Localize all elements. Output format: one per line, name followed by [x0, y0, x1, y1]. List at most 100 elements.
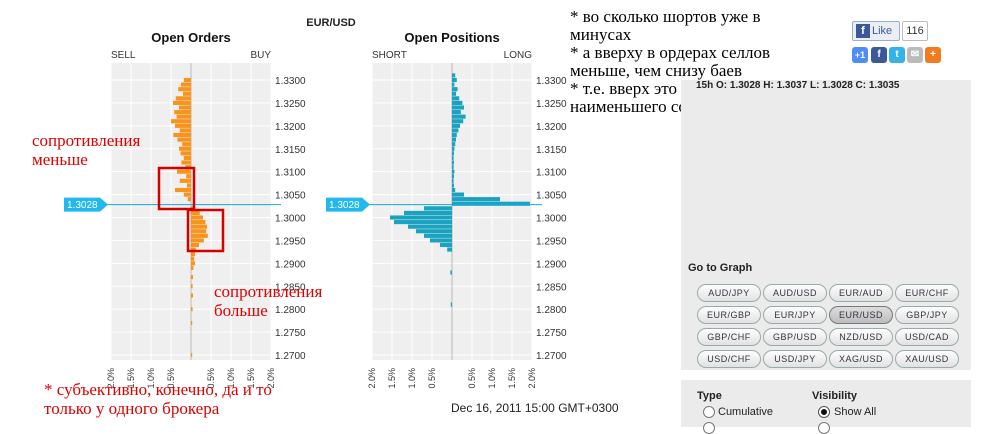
facebook-share-icon[interactable]: f: [871, 47, 887, 63]
open-positions-bar: [424, 206, 452, 211]
open-positions-x-tick: 0.5%: [427, 368, 437, 389]
open-orders-bar: [173, 100, 191, 105]
open-positions-bar: [452, 82, 455, 87]
pair-button-eur-gbp[interactable]: EUR/GBP: [697, 306, 761, 324]
pair-button-usd-jpy[interactable]: USD/JPY: [763, 350, 827, 368]
pair-button-aud-usd[interactable]: AUD/USD: [763, 284, 827, 302]
open-orders-title: Open Orders: [151, 30, 230, 45]
open-orders-bar: [177, 137, 191, 142]
type-label: Type: [697, 390, 722, 402]
open-positions-bar: [404, 210, 452, 215]
open-positions-bar: [452, 155, 454, 160]
show-all-radio[interactable]: [818, 406, 830, 418]
open-positions-bar: [440, 242, 452, 248]
open-positions-bar: [452, 151, 454, 156]
pair-button-eur-chf[interactable]: EUR/CHF: [895, 284, 959, 302]
open-orders-bar: [187, 197, 191, 202]
facebook-like-button[interactable]: f Like: [852, 21, 900, 41]
pair-button-gbp-chf[interactable]: GBP/CHF: [697, 328, 761, 346]
pair-button-gbp-jpy[interactable]: GBP/JPY: [895, 306, 959, 324]
open-positions-bar: [452, 87, 458, 92]
open-positions-x-tick: 0.5%: [467, 368, 477, 389]
open-positions-bar: [452, 128, 459, 133]
open-orders-bar: [183, 155, 191, 160]
pair-label: EUR/USD: [306, 17, 356, 29]
open-positions-price-tick: 1.2950: [536, 236, 567, 247]
open-positions-price-tick: 1.2750: [536, 328, 567, 339]
open-orders-bar: [183, 91, 191, 96]
open-orders-bar: [191, 252, 195, 257]
open-orders-current-price-marker: [64, 197, 108, 212]
open-orders-bar: [173, 132, 191, 138]
open-orders-bar: [183, 192, 191, 197]
cumulative-radio[interactable]: [703, 406, 715, 418]
open-orders-bar: [186, 174, 191, 179]
open-positions-current-price-marker: [326, 197, 370, 212]
open-orders-price-tick: 1.2850: [275, 282, 306, 293]
pair-button-xag-usd[interactable]: XAG/USD: [829, 350, 893, 368]
open-positions-group: Open Positions SHORT LONG 1.3300 1.3250 1.320…: [326, 30, 567, 389]
open-positions-price-tick: 1.2700: [536, 351, 567, 362]
open-orders-current-price-label: 1.3028: [67, 200, 98, 211]
open-orders-bar: [191, 242, 199, 248]
open-orders-bar: [191, 210, 200, 215]
open-positions-bar: [416, 229, 452, 234]
open-orders-price-tick: 1.3300: [275, 76, 306, 87]
open-positions-title: Open Positions: [404, 30, 499, 45]
open-orders-x-tick: 1.0%: [146, 368, 156, 389]
open-positions-price-tick: 1.3150: [536, 145, 567, 156]
open-orders-bar: [191, 293, 193, 298]
open-positions-price-tick: 1.3250: [536, 99, 567, 110]
pair-button-eur-usd[interactable]: EUR/USD: [829, 306, 893, 324]
open-positions-price-tick: 1.2900: [536, 259, 567, 270]
annotation-bottom: * субъективно, конечно, да и то только у…: [44, 380, 272, 418]
go-to-graph-title: Go to Graph: [688, 262, 753, 274]
controls-panel: [681, 380, 971, 427]
open-orders-price-tick: 1.3000: [275, 214, 306, 225]
open-positions-price-tick: 1.2850: [536, 282, 567, 293]
open-positions-price-tick: 1.3050: [536, 191, 567, 202]
share-more-icon[interactable]: +: [925, 47, 941, 63]
pair-button-xau-usd[interactable]: XAU/USD: [895, 350, 959, 368]
open-positions-bar: [452, 137, 456, 142]
open-orders-bar: [180, 151, 191, 156]
pair-button-gbp-usd[interactable]: GBP/USD: [763, 328, 827, 346]
open-positions-bar: [390, 215, 452, 220]
twitter-icon[interactable]: t: [889, 47, 905, 63]
open-orders-bar: [191, 238, 204, 243]
open-positions-bar: [452, 73, 456, 78]
open-positions-bar: [452, 105, 464, 110]
open-orders-price-tick: 1.3150: [275, 145, 306, 156]
visibility-radio-2[interactable]: [818, 422, 830, 434]
open-positions-bar: [452, 132, 457, 138]
open-positions-bar: [450, 270, 452, 275]
open-orders-bar: [179, 146, 191, 151]
open-orders-bar: [175, 187, 191, 193]
open-orders-bar: [191, 307, 193, 312]
pair-button-aud-jpy[interactable]: AUD/JPY: [697, 284, 761, 302]
side-panel: [681, 80, 971, 370]
open-orders-bar: [191, 284, 193, 289]
open-positions-bar: [452, 187, 456, 193]
open-orders-bar: [191, 265, 194, 270]
open-positions-bar: [452, 178, 454, 183]
pair-button-nzd-usd[interactable]: NZD/USD: [829, 328, 893, 346]
google-plus-one-button[interactable]: +1: [852, 47, 868, 63]
open-orders-bar: [177, 169, 191, 174]
open-positions-price-tick: 1.2800: [536, 305, 567, 316]
open-positions-bar: [452, 169, 455, 174]
open-orders-bar: [191, 224, 207, 229]
open-orders-left-label: SELL: [111, 50, 136, 61]
open-orders-price-tick: 1.2950: [275, 236, 306, 247]
open-positions-bar: [452, 123, 460, 128]
pair-button-eur-jpy[interactable]: EUR/JPY: [763, 306, 827, 324]
open-orders-x-tick: 2.0%: [266, 368, 276, 389]
open-positions-bar: [452, 146, 455, 151]
email-icon[interactable]: ✉: [907, 47, 923, 63]
open-orders-bar: [179, 105, 191, 110]
pair-button-usd-cad[interactable]: USD/CAD: [895, 328, 959, 346]
pair-button-eur-aud[interactable]: EUR/AUD: [829, 284, 893, 302]
type-radio-2[interactable]: [703, 422, 715, 434]
pair-button-usd-chf[interactable]: USD/CHF: [697, 350, 761, 368]
open-orders-bar: [191, 275, 193, 280]
